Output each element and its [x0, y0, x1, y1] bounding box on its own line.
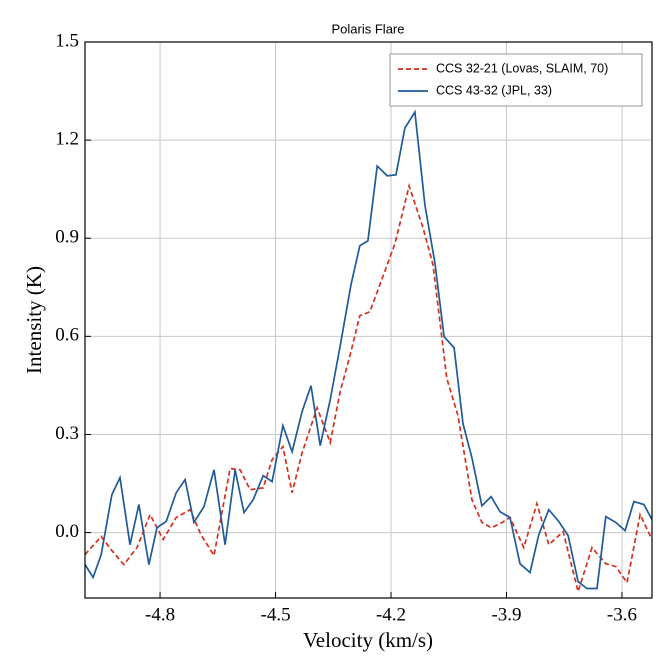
x-tick-label: -3.9: [491, 604, 521, 625]
y-tick-label: 0.3: [55, 423, 79, 444]
y-tick-label: 0.9: [55, 227, 79, 248]
chart-title: Polaris Flare: [332, 21, 405, 36]
x-tick-label: -3.6: [607, 604, 637, 625]
y-tick-label: 1.2: [55, 128, 79, 149]
y-axis-label: Intensity (K): [22, 266, 46, 374]
legend-label: CCS 43-32 (JPL, 33): [436, 83, 552, 97]
plot-frame: [84, 41, 653, 599]
x-tick-label: -4.8: [145, 604, 175, 625]
legend-label: CCS 32-21 (Lovas, SLAIM, 70): [436, 61, 608, 75]
series-line: [85, 182, 652, 595]
y-tick-label: 1.5: [55, 30, 79, 51]
series-line: [85, 109, 652, 590]
y-tick-label: 0.6: [55, 325, 79, 346]
legend-box: [389, 53, 643, 107]
x-axis-label: Velocity (km/s): [303, 628, 433, 652]
x-tick-label: -4.5: [261, 604, 291, 625]
y-tick-label: 0.0: [55, 521, 79, 542]
x-tick-label: -4.2: [376, 604, 406, 625]
